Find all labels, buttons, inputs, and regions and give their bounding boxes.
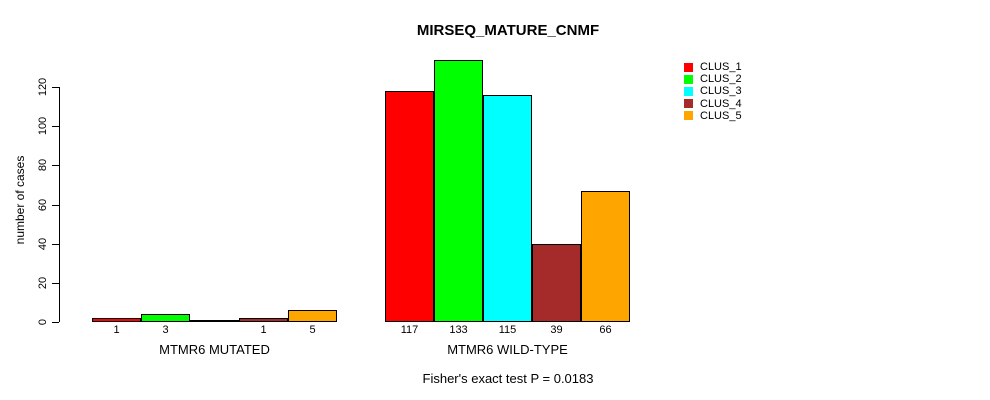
bar-value-label: 3 xyxy=(162,324,169,336)
legend-label: CLUS_3 xyxy=(700,85,742,98)
legend: CLUS_1 CLUS_2 CLUS_3 CLUS_4 CLUS_5 xyxy=(684,61,742,122)
legend-label: CLUS_4 xyxy=(700,97,742,110)
legend-label: CLUS_1 xyxy=(700,61,742,73)
legend-item-clus_2: CLUS_2 xyxy=(684,73,742,85)
y-axis-line xyxy=(59,87,60,322)
bar-clus_4 xyxy=(532,244,581,322)
bar-value-label: 115 xyxy=(498,324,517,336)
legend-swatch xyxy=(684,62,693,72)
bar-value-label: 5 xyxy=(309,324,316,336)
footnote-text: Fisher's exact test P = 0.0183 xyxy=(422,371,594,386)
y-tick-label: 40 xyxy=(37,237,49,251)
y-tick-label: 60 xyxy=(37,198,49,212)
bar-value-label: 66 xyxy=(599,324,612,336)
legend-item-clus_3: CLUS_3 xyxy=(684,85,742,97)
y-tick-mark xyxy=(52,322,59,323)
bar-clus_3 xyxy=(190,320,239,322)
bar-clus_2 xyxy=(141,314,190,322)
y-tick-mark xyxy=(52,126,59,127)
bar-value-label: 1 xyxy=(113,324,120,336)
bar-clus_1 xyxy=(385,91,434,322)
legend-swatch xyxy=(684,86,693,96)
group-label: MTMR6 WILD-TYPE xyxy=(447,342,568,357)
bar-clus_1 xyxy=(92,318,141,322)
bar-clus_5 xyxy=(288,310,337,322)
bar-value-label: 117 xyxy=(400,324,419,336)
bar-clus_4 xyxy=(239,318,288,322)
legend-item-clus_4: CLUS_4 xyxy=(684,98,742,110)
legend-swatch xyxy=(684,111,693,121)
legend-item-clus_5: CLUS_5 xyxy=(684,110,742,122)
bar-value-label: 1 xyxy=(260,324,267,336)
group-label: MTMR6 MUTATED xyxy=(159,342,270,357)
y-tick-mark xyxy=(52,87,59,88)
legend-swatch xyxy=(684,99,693,109)
y-tick-mark xyxy=(52,165,59,166)
bar-value-label: 39 xyxy=(550,324,563,336)
bar-clus_3 xyxy=(483,95,532,322)
y-tick-mark xyxy=(52,283,59,284)
y-tick-label: 0 xyxy=(37,318,49,326)
bar-clus_2 xyxy=(434,60,483,322)
legend-swatch xyxy=(684,74,693,84)
y-tick-mark xyxy=(52,244,59,245)
y-tick-label: 100 xyxy=(37,116,49,136)
chart-title: MIRSEQ_MATURE_CNMF xyxy=(416,22,600,39)
y-axis-title: number of cases xyxy=(13,155,27,245)
bar-clus_5 xyxy=(581,191,630,322)
legend-item-clus_1: CLUS_1 xyxy=(684,61,742,73)
y-tick-label: 20 xyxy=(37,276,49,290)
y-tick-mark xyxy=(52,205,59,206)
legend-label: CLUS_5 xyxy=(700,109,742,122)
y-tick-label: 120 xyxy=(37,77,49,97)
legend-label: CLUS_2 xyxy=(700,73,742,86)
y-tick-label: 80 xyxy=(37,158,49,172)
bar-value-label: 133 xyxy=(449,324,468,336)
